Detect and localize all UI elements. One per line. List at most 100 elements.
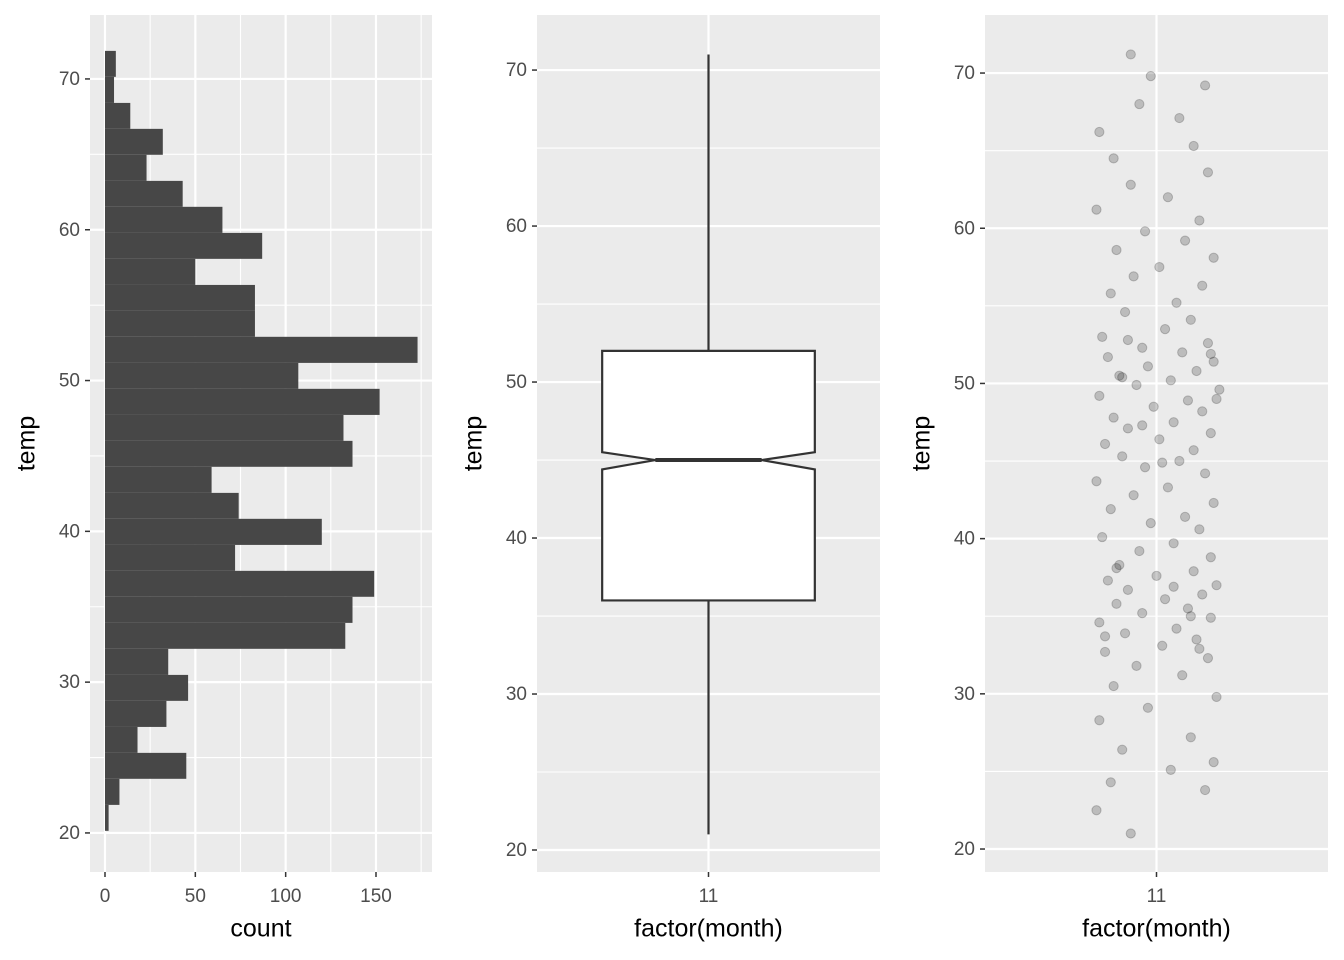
y-tick-label: 60 <box>59 220 80 241</box>
point <box>1122 423 1134 434</box>
point <box>1091 204 1102 215</box>
bar <box>104 362 299 389</box>
point <box>1119 628 1131 639</box>
bar <box>104 674 189 701</box>
bar <box>104 466 212 493</box>
bar <box>104 180 183 207</box>
point <box>1194 524 1205 535</box>
point <box>1114 370 1125 381</box>
point <box>1145 518 1156 529</box>
y-tick-label: 30 <box>59 672 80 693</box>
bar <box>104 778 120 805</box>
point <box>1137 342 1148 353</box>
point <box>1142 702 1154 713</box>
point <box>1117 744 1128 755</box>
y-tick-label: 50 <box>59 371 80 392</box>
point <box>1205 552 1216 563</box>
y-axis-title: temp <box>908 416 936 472</box>
point <box>1211 393 1222 405</box>
bar <box>104 700 167 727</box>
point <box>1157 640 1168 651</box>
point <box>1168 417 1179 428</box>
point <box>1097 331 1108 342</box>
point <box>1197 589 1208 600</box>
y-axis-title: temp <box>13 416 41 472</box>
bar <box>104 206 223 233</box>
y-tick-label: 40 <box>506 528 527 549</box>
bar <box>104 76 115 103</box>
bar <box>104 804 109 831</box>
point <box>1199 784 1211 796</box>
point <box>1125 49 1136 60</box>
y-tick-label: 40 <box>954 529 975 550</box>
y-tick-label: 70 <box>506 60 527 81</box>
point <box>1099 646 1111 658</box>
bar <box>104 336 418 363</box>
x-tick-label: 150 <box>360 886 392 907</box>
point <box>1165 375 1176 386</box>
point <box>1188 566 1199 577</box>
point <box>1154 261 1165 273</box>
point <box>1142 361 1154 372</box>
point <box>1194 215 1205 226</box>
bar <box>104 622 346 649</box>
bar <box>104 726 138 753</box>
point <box>1165 764 1176 775</box>
bar <box>104 232 263 259</box>
point <box>1131 379 1142 391</box>
y-axis-title: temp <box>460 416 488 472</box>
point <box>1097 531 1108 543</box>
point <box>1099 631 1111 642</box>
y-tick-label: 20 <box>954 839 975 860</box>
point <box>1168 581 1179 592</box>
point <box>1134 545 1145 557</box>
bar <box>104 50 116 77</box>
point <box>1159 594 1171 605</box>
point <box>1154 434 1165 445</box>
point <box>1111 563 1122 574</box>
x-axis-title: count <box>230 915 291 943</box>
point <box>1199 80 1211 91</box>
point <box>1134 98 1145 110</box>
bar <box>104 752 187 779</box>
bar <box>104 570 375 597</box>
point <box>1182 603 1194 614</box>
point <box>1214 384 1225 395</box>
point <box>1148 401 1159 412</box>
y-tick-label: 20 <box>59 823 80 844</box>
point <box>1208 252 1219 263</box>
point <box>1211 580 1222 591</box>
point <box>1202 653 1214 664</box>
point <box>1094 126 1105 138</box>
y-tick-label: 50 <box>506 372 527 393</box>
point <box>1108 680 1119 692</box>
point <box>1139 226 1151 237</box>
point <box>1157 457 1168 468</box>
point <box>1185 314 1196 325</box>
bar <box>104 154 147 181</box>
point <box>1117 372 1128 383</box>
point <box>1128 271 1139 282</box>
bar <box>104 284 255 311</box>
point <box>1131 660 1142 671</box>
bar <box>104 128 163 155</box>
point <box>1094 390 1105 401</box>
point <box>1179 511 1191 523</box>
point <box>1162 482 1174 493</box>
point <box>1174 112 1185 124</box>
point <box>1108 412 1119 423</box>
point <box>1185 611 1196 622</box>
point <box>1188 445 1199 456</box>
point <box>1171 623 1182 634</box>
point <box>1128 490 1139 501</box>
bar <box>104 518 322 545</box>
point <box>1208 356 1219 367</box>
point <box>1125 828 1136 839</box>
point <box>1122 584 1134 595</box>
bar <box>104 310 255 337</box>
point <box>1159 324 1171 335</box>
bar <box>104 102 131 129</box>
x-axis-title: factor(month) <box>634 915 783 943</box>
y-tick-label: 60 <box>506 216 527 237</box>
